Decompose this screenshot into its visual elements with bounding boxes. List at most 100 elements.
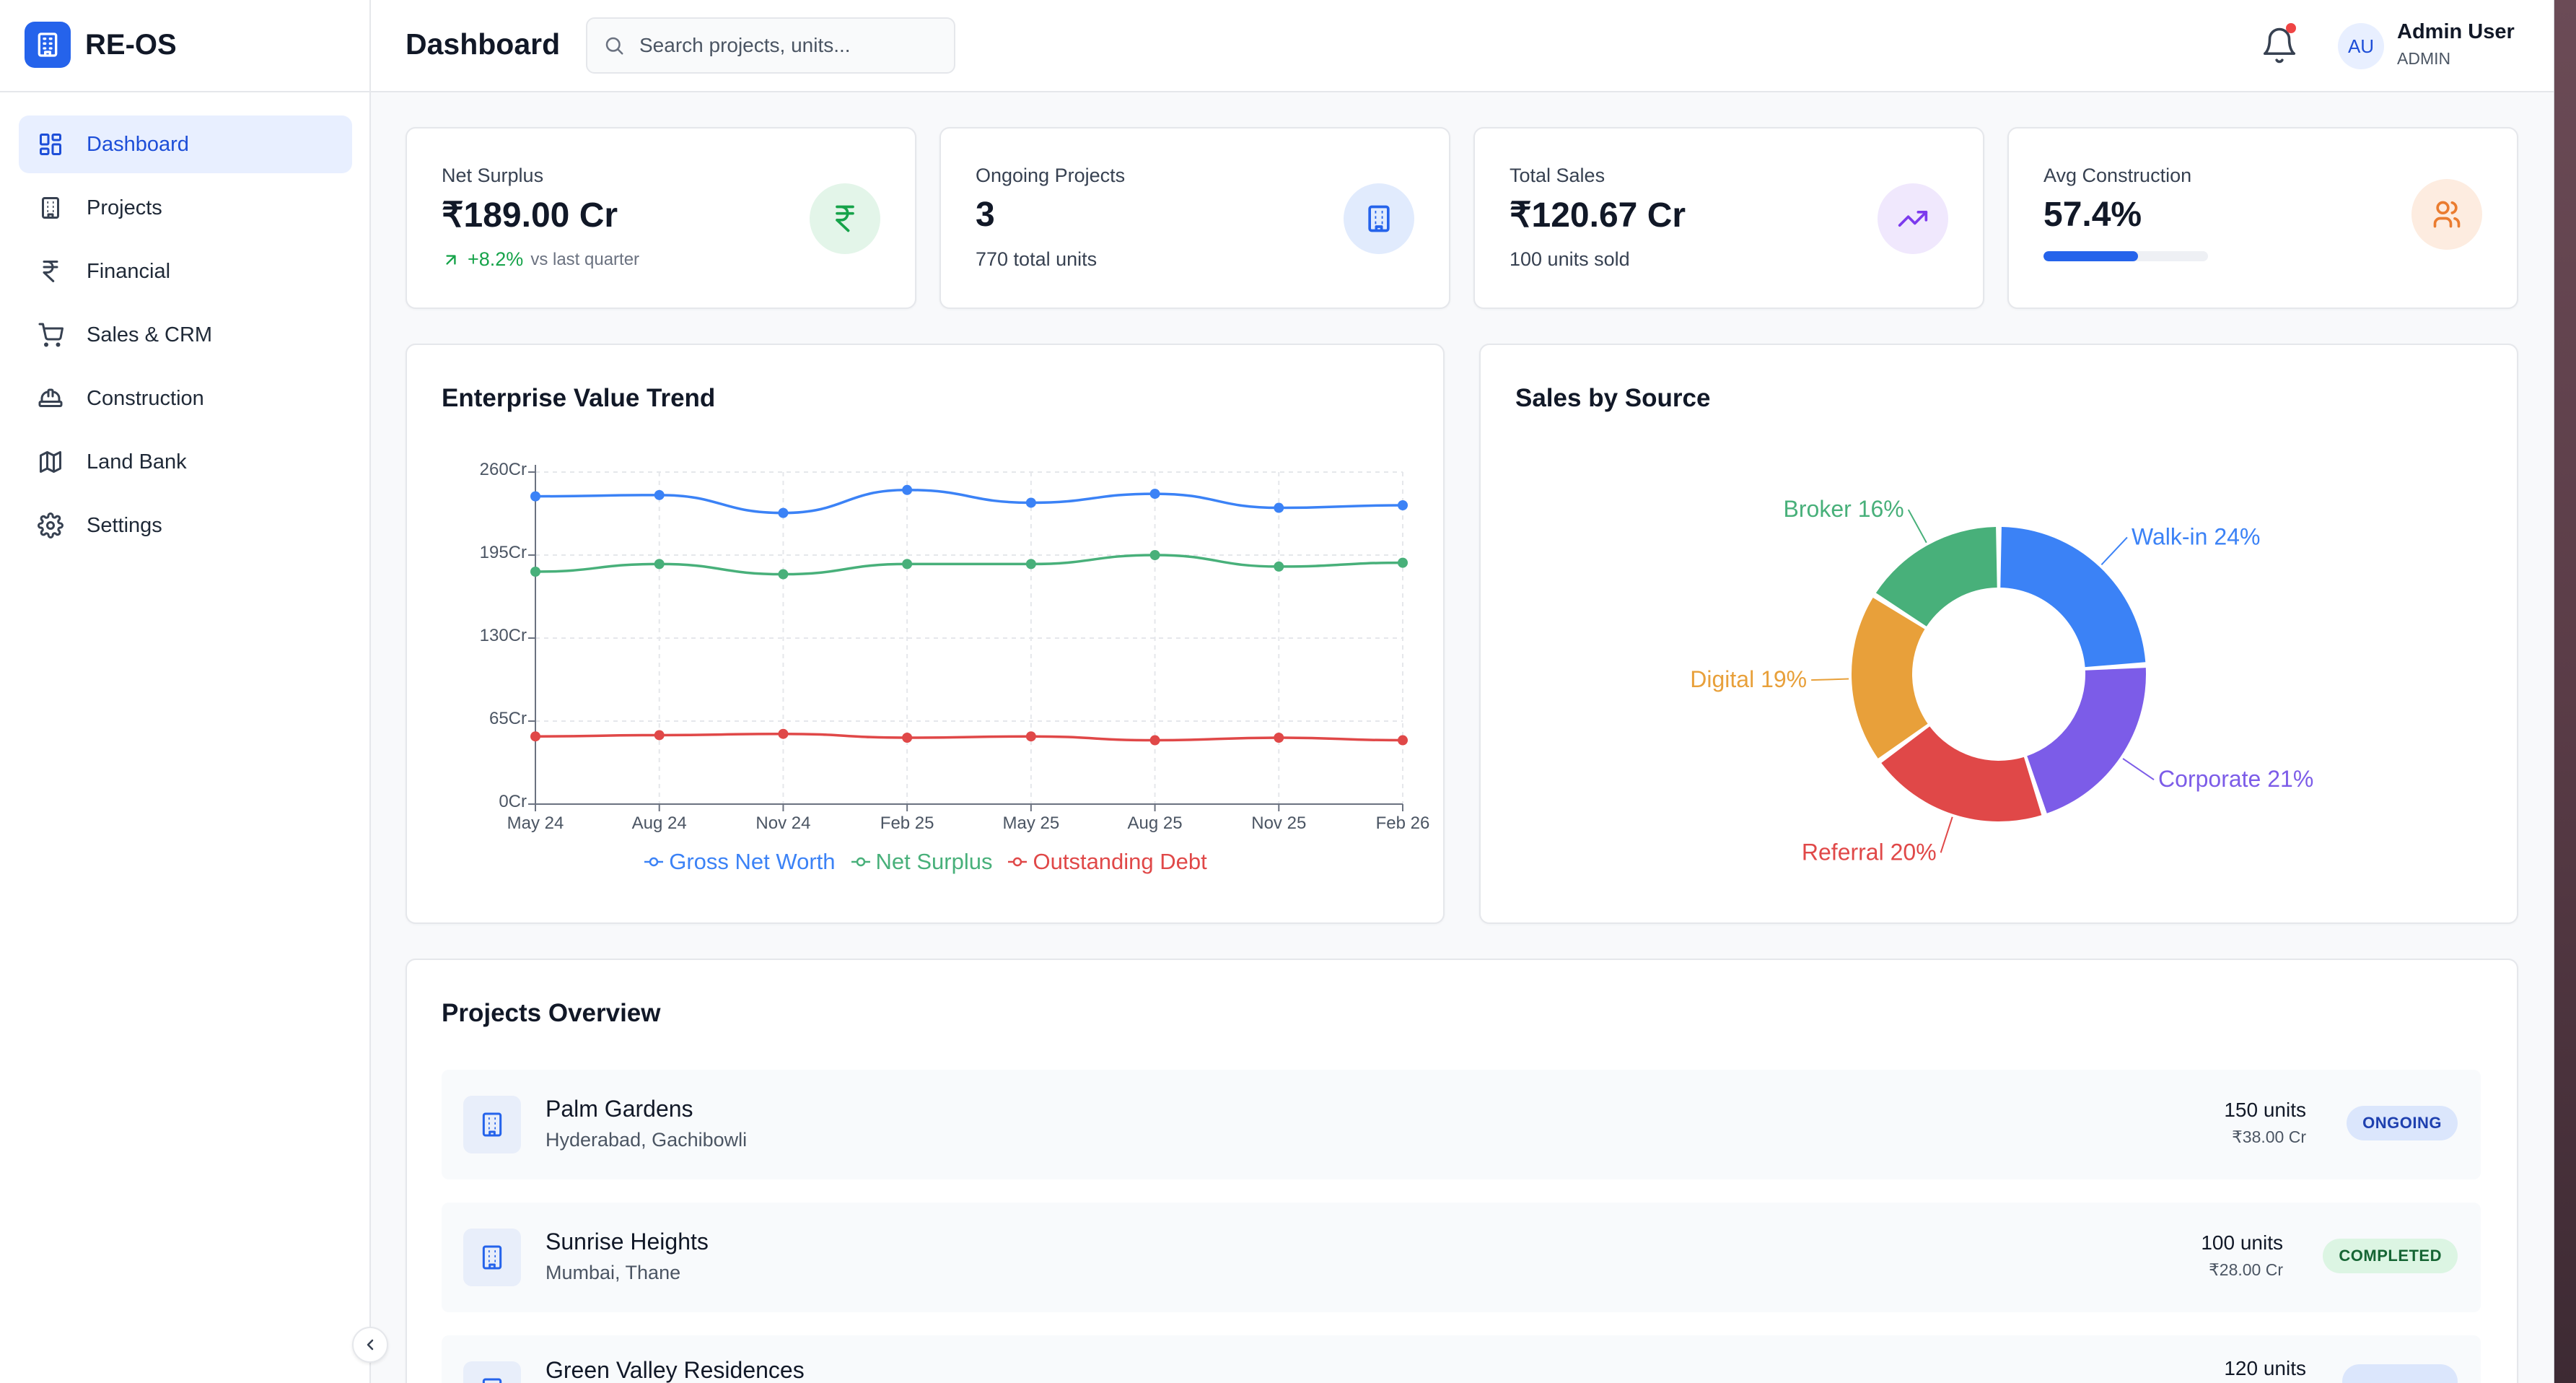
building-icon	[463, 1361, 521, 1383]
kpi-value: 57.4%	[2043, 196, 2142, 234]
project-name: Palm Gardens	[546, 1096, 693, 1122]
chart-legend: Gross Net Worth Net Surplus Outstanding …	[407, 849, 1443, 875]
x-tick-label: Feb 25	[880, 813, 934, 833]
data-point	[1149, 735, 1160, 746]
data-point	[1149, 489, 1160, 499]
brand-name: RE-OS	[85, 28, 177, 61]
project-units: 120 units	[2224, 1357, 2306, 1379]
project-value: ₹38.00 Cr	[2232, 1127, 2306, 1146]
x-tick-label: May 24	[507, 813, 564, 833]
legend-marker-icon	[644, 857, 664, 867]
top-header: Dashboard AU Admin User ADMIN	[371, 0, 2554, 92]
data-point	[902, 484, 913, 495]
x-tick-label: Feb 26	[1376, 813, 1430, 833]
legend-label: Gross Net Worth	[669, 849, 836, 874]
sidebar-item-dashboard[interactable]: Dashboard	[19, 115, 352, 173]
y-tick-label: 65Cr	[489, 709, 527, 728]
donut-slice	[2000, 527, 2146, 668]
rupee-icon	[810, 183, 880, 254]
data-point	[654, 489, 665, 500]
kpi-card-ongoing-projects: Ongoing Projects 3 770 total units	[939, 127, 1450, 309]
data-point	[530, 731, 540, 742]
project-location: Mumbai, Thane	[546, 1262, 681, 1283]
table-row[interactable]: Palm Gardens Hyderabad, Gachibowli 150 u…	[442, 1070, 2481, 1179]
data-point	[654, 730, 665, 741]
building-icon	[35, 192, 66, 224]
slice-label: Digital 19%	[1690, 666, 1807, 692]
data-point	[530, 491, 540, 502]
y-tick-label: 0Cr	[499, 792, 527, 811]
sidebar-item-sales-crm[interactable]: Sales & CRM	[19, 306, 352, 364]
project-name: Green Valley Residences	[546, 1357, 805, 1383]
series-line	[535, 554, 1403, 576]
sidebar-item-label: Land Bank	[87, 450, 187, 474]
data-point	[1398, 735, 1408, 746]
search-box[interactable]	[586, 17, 955, 74]
sidebar-item-land-bank[interactable]: Land Bank	[19, 433, 352, 491]
project-units: 150 units	[2224, 1099, 2306, 1121]
notification-dot	[2286, 23, 2296, 33]
data-point	[1274, 561, 1284, 572]
y-tick-label: 260Cr	[480, 460, 527, 479]
donut-slice	[2027, 668, 2146, 813]
cart-icon	[35, 319, 66, 351]
arrow-up-right-icon	[446, 254, 456, 265]
x-tick-label: Aug 25	[1128, 813, 1183, 833]
sidebar-item-settings[interactable]: Settings	[19, 497, 352, 554]
kpi-label: Total Sales	[1510, 165, 1605, 186]
kpi-card-total-sales: Total Sales ₹120.67 Cr 100 units sold	[1473, 127, 1984, 309]
sidebar-item-label: Projects	[87, 196, 162, 219]
desktop-background	[2554, 0, 2576, 1383]
sidebar-item-label: Settings	[87, 513, 162, 537]
kpi-value: ₹189.00 Cr	[442, 196, 618, 235]
table-row[interactable]: Green Valley Residences 120 units	[442, 1335, 2481, 1383]
status-badge	[2342, 1364, 2458, 1383]
data-point	[778, 728, 789, 739]
sidebar-item-label: Dashboard	[87, 132, 189, 156]
sidebar-item-construction[interactable]: Construction	[19, 370, 352, 427]
brand[interactable]: RE-OS	[25, 22, 177, 68]
slice-label: Walk-in 24%	[2132, 523, 2260, 549]
sales-by-source-card: Sales by Source Walk-in 24% Corporate 21%…	[1479, 344, 2518, 924]
legend-item-debt[interactable]: Outstanding Debt	[1007, 849, 1207, 875]
sidebar-item-label: Financial	[87, 259, 171, 283]
data-point	[778, 569, 789, 580]
collapse-sidebar-button[interactable]	[352, 1327, 388, 1363]
project-name: Sunrise Heights	[546, 1229, 709, 1255]
project-units: 100 units	[2201, 1231, 2283, 1254]
enterprise-value-trend-card: Enterprise Value Trend 0Cr 65Cr 130Cr 195Cr…	[406, 344, 1445, 924]
legend-item-surplus[interactable]: Net Surplus	[850, 849, 992, 875]
legend-label: Outstanding Debt	[1033, 849, 1207, 874]
sidebar-item-projects[interactable]: Projects	[19, 179, 352, 237]
legend-item-gross[interactable]: Gross Net Worth	[643, 849, 836, 875]
kpi-sub: 100 units sold	[1510, 248, 1630, 270]
label-leader	[2100, 536, 2128, 566]
bell-icon	[2263, 27, 2296, 64]
sidebar-item-financial[interactable]: Financial	[19, 243, 352, 300]
search-icon	[605, 37, 623, 55]
construction-progress-bar	[2043, 251, 2208, 261]
avatar[interactable]: AU	[2338, 23, 2384, 69]
data-point	[1025, 559, 1036, 570]
notifications-button[interactable]	[2260, 23, 2299, 65]
sidebar-nav: Dashboard Projects Financial Sales & CRM	[19, 115, 352, 560]
x-tick-label: May 25	[1003, 813, 1060, 833]
trending-up-icon	[1878, 183, 1948, 254]
y-tick-label: 130Cr	[480, 626, 527, 645]
x-tick-label: Aug 24	[632, 813, 687, 833]
data-point	[778, 507, 789, 518]
x-tick-label: Nov 24	[755, 813, 810, 833]
kpi-sub: 770 total units	[976, 248, 1098, 270]
search-input[interactable]	[639, 34, 942, 57]
data-point	[1025, 497, 1036, 508]
building-logo-icon	[25, 22, 71, 68]
donut-slice	[1875, 527, 1997, 627]
chart-title: Enterprise Value Trend	[442, 384, 716, 412]
donut-slice	[1881, 726, 2042, 821]
divider	[0, 91, 371, 92]
legend-marker-icon	[851, 857, 870, 867]
slice-label: Broker 16%	[1784, 496, 1904, 522]
table-row[interactable]: Sunrise Heights Mumbai, Thane 100 units …	[442, 1203, 2481, 1312]
dashboard-grid-icon	[35, 128, 66, 160]
label-leader	[1811, 678, 1849, 681]
